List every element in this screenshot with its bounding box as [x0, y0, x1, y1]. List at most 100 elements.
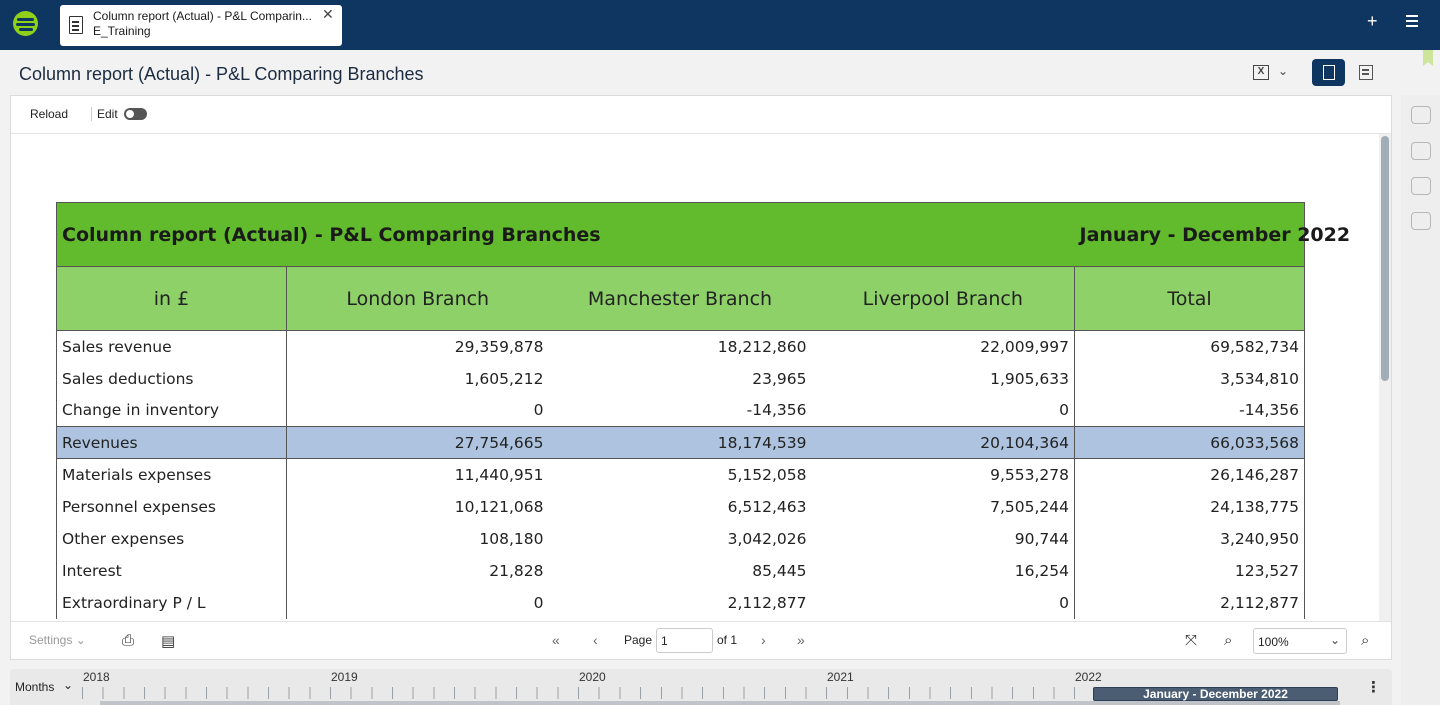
first-page-icon[interactable]: «: [552, 632, 560, 648]
print-icon[interactable]: ⎙: [122, 632, 135, 649]
table-row: Sales revenue 29,359,878 18,212,860 22,009,…: [56, 330, 1305, 363]
next-page-icon[interactable]: ›: [761, 632, 766, 648]
leaf-icon[interactable]: [1411, 212, 1431, 230]
edit-toggle[interactable]: [124, 108, 147, 120]
row-label: Change in inventory: [56, 394, 287, 427]
column-header: Manchester Branch: [548, 266, 812, 331]
year-label: 2020: [579, 670, 606, 684]
row-label: Sales revenue: [56, 330, 287, 363]
excel-export-icon[interactable]: X: [1253, 65, 1269, 80]
vertical-scrollbar[interactable]: [1379, 134, 1391, 621]
cell-value: 3,240,950: [1074, 522, 1305, 555]
layers-icon[interactable]: [1411, 142, 1431, 160]
tab-close-icon[interactable]: ✕: [322, 6, 334, 22]
cell-value: 10,121,068: [454, 497, 544, 516]
history-icon[interactable]: [1411, 106, 1431, 124]
cell-value: 123,527: [1074, 554, 1305, 587]
row-label: Other expenses: [56, 522, 287, 555]
cell-value: 0: [811, 586, 1075, 619]
column-header: Liverpool Branch: [811, 266, 1075, 331]
add-tab-icon[interactable]: +: [1367, 11, 1378, 31]
pdf-export-icon[interactable]: ▤: [161, 633, 176, 650]
page-view-button[interactable]: [1312, 59, 1345, 86]
tab-subtitle: E_Training: [93, 24, 151, 38]
cell-value: 0: [533, 593, 544, 612]
report-period: January - December 2022: [1074, 202, 1350, 267]
zoom-out-icon[interactable]: ⌕: [1224, 632, 1233, 649]
year-label: 2019: [331, 670, 358, 684]
report-footer: Settings ⌄ ⎙ ▤ « ‹ Page 1 of 1 › » ⤧ ⌕ 1…: [11, 621, 1391, 659]
cell-value: 85,445: [752, 561, 807, 580]
cell-value: 7,505,244: [811, 490, 1075, 523]
row-label: Interest: [56, 554, 287, 587]
scrollbar-thumb[interactable]: [1381, 136, 1389, 381]
row-label: Sales deductions: [56, 362, 287, 395]
cell-value: 26,146,287: [1074, 458, 1305, 491]
reload-button[interactable]: Reload: [30, 107, 69, 121]
cell-value: 20,104,364: [811, 426, 1075, 459]
app-logo-icon[interactable]: [13, 11, 38, 36]
timeline-track[interactable]: [100, 701, 1340, 705]
settings-dropdown[interactable]: Settings ⌄: [29, 633, 86, 647]
table-row: Extraordinary P / L 0 2,112,877 0 2,112,877: [56, 586, 1305, 619]
column-header: in £: [56, 266, 287, 331]
hamburger-menu-icon[interactable]: [1406, 15, 1418, 30]
year-label: 2018: [83, 670, 110, 684]
year-label: 2021: [827, 670, 854, 684]
cell-value: 18,212,860: [717, 337, 807, 356]
last-page-icon[interactable]: »: [797, 632, 805, 648]
cell-value: 5,152,058: [727, 465, 807, 484]
report-panel: Reload Edit Column report (Actual) - P&L…: [10, 95, 1392, 660]
column-header-row: in £ London Branch Manchester Branch Liv…: [56, 266, 1305, 331]
page-number-input[interactable]: 1: [656, 628, 713, 653]
report-title: Column report (Actual) - P&L Comparing B…: [56, 202, 601, 267]
report-toolbar: Reload Edit: [11, 96, 1391, 134]
page-count: of 1: [717, 633, 738, 647]
cell-value: 90,744: [811, 522, 1075, 555]
column-header: Total: [1074, 266, 1305, 331]
more-options-icon[interactable]: ⋮: [1366, 679, 1381, 696]
document-tab[interactable]: Column report (Actual) - P&L Comparin...…: [60, 5, 342, 46]
chevron-down-icon[interactable]: ⌄: [1278, 64, 1289, 78]
table-row: Revenues 27,754,665 18,174,539 20,104,364 66…: [56, 426, 1305, 459]
table-view-icon[interactable]: [1359, 65, 1373, 80]
bookmark-icon[interactable]: [1423, 50, 1433, 66]
tab-title: Column report (Actual) - P&L Comparin...: [93, 9, 312, 23]
table-row: Materials expenses 11,440,951 5,152,058 9,5…: [56, 458, 1305, 491]
toolbar-divider: [91, 107, 92, 121]
cell-value: 1,605,212: [464, 369, 544, 388]
granularity-label[interactable]: Months: [15, 680, 55, 694]
cell-value: 1,905,633: [811, 362, 1075, 395]
row-label: Materials expenses: [56, 458, 287, 491]
list-settings-icon[interactable]: [1411, 177, 1431, 195]
page-label: Page: [624, 633, 653, 647]
timeline-bar: Months ⌄ 2018 2019 2020 2021 2022 Januar…: [10, 669, 1392, 705]
report-table: Column report (Actual) - P&L Comparing B…: [56, 202, 1350, 619]
table-row: Interest 21,828 85,445 16,254 123,527: [56, 554, 1305, 587]
fit-page-icon[interactable]: ⤧: [1185, 632, 1198, 649]
cell-value: 27,754,665: [286, 426, 549, 459]
table-row: Sales deductions 1,605,212 23,965 1,905,633…: [56, 362, 1305, 395]
document-icon: [69, 16, 83, 34]
timeline-ticks[interactable]: [82, 687, 1340, 699]
cell-value: -14,356: [1074, 394, 1305, 427]
row-label: Personnel expenses: [56, 490, 287, 523]
zoom-in-icon[interactable]: ⌕: [1361, 632, 1370, 649]
page-icon: [1323, 65, 1335, 80]
chevron-down-icon: ⌄: [1329, 633, 1340, 647]
cell-value: 23,965: [752, 369, 807, 388]
cell-value: 66,033,568: [1074, 426, 1305, 459]
cell-value: -14,356: [746, 401, 807, 420]
report-title-row: Column report (Actual) - P&L Comparing B…: [56, 202, 1350, 267]
cell-value: 11,440,951: [454, 465, 544, 484]
top-bar: Column report (Actual) - P&L Comparin...…: [0, 0, 1440, 50]
selected-range[interactable]: January - December 2022: [1093, 687, 1338, 701]
table-row: Personnel expenses 10,121,068 6,512,463 7,5…: [56, 490, 1305, 523]
previous-page-icon[interactable]: ‹: [593, 632, 598, 648]
page-title: Column report (Actual) - P&L Comparing B…: [19, 64, 424, 84]
chevron-down-icon[interactable]: ⌄: [63, 678, 74, 692]
cell-value: 108,180: [479, 529, 544, 548]
zoom-select[interactable]: 100% ⌄: [1253, 628, 1347, 654]
cell-value: 6,512,463: [727, 497, 807, 516]
cell-value: 21,828: [489, 561, 544, 580]
